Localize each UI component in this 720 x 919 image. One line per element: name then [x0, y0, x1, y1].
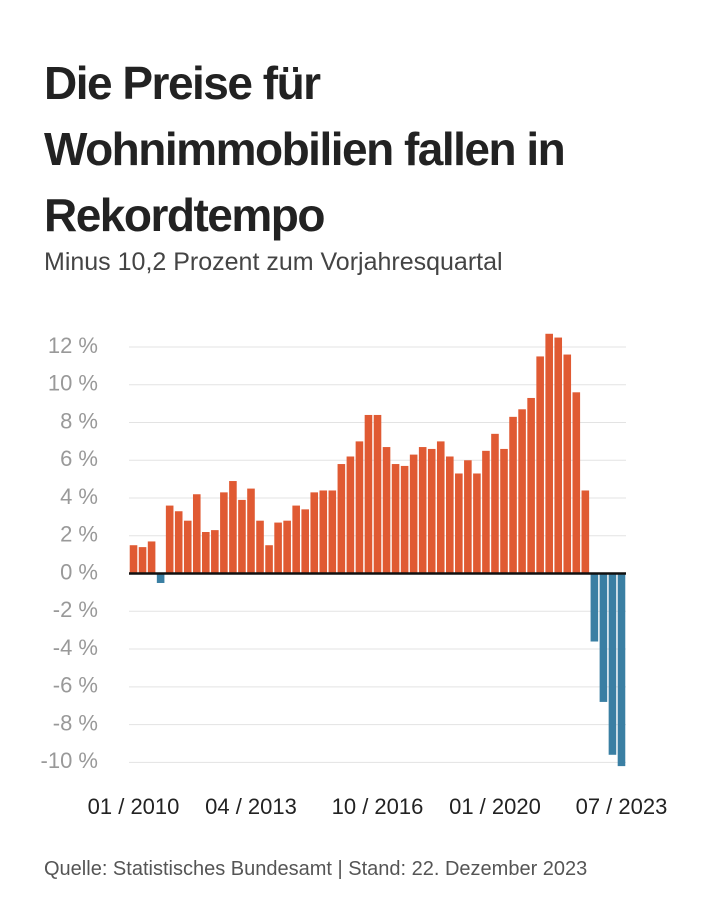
bar [581, 490, 590, 574]
x-tick-label: 04 / 2013 [205, 794, 297, 819]
bar [409, 454, 418, 574]
x-tick-label: 01 / 2010 [88, 794, 180, 819]
bar [265, 545, 273, 574]
y-tick-label: 4 % [60, 484, 98, 509]
bar [174, 511, 183, 574]
bar [455, 473, 463, 574]
y-tick-label: -6 % [53, 673, 98, 698]
bar [247, 488, 255, 574]
bar [482, 450, 490, 574]
bar [337, 464, 346, 574]
bar [364, 414, 373, 574]
y-tick-label: -2 % [53, 597, 98, 622]
bar [256, 520, 264, 574]
bar [211, 530, 219, 574]
bar [518, 409, 526, 574]
bar [527, 397, 535, 574]
chart-title: Die Preise für Wohnimmobilien fallen in … [44, 57, 566, 241]
bar [183, 520, 192, 574]
x-tick-label: 07 / 2023 [576, 794, 668, 819]
bar [382, 447, 391, 574]
bar [554, 337, 563, 574]
bar [391, 464, 400, 574]
bar [283, 520, 291, 574]
chart: -10 % -8 % -6 % -4 % -2 % 0 % 2 % 4 % 6 % 8 % 10 %… [41, 333, 668, 819]
bar [346, 456, 355, 574]
bar [220, 492, 228, 574]
bar [427, 448, 436, 574]
bar [147, 541, 156, 574]
bar [301, 509, 310, 574]
bar [545, 333, 553, 574]
bar [590, 573, 599, 642]
bar [319, 490, 328, 574]
chart-subtitle: Minus 10,2 Prozent zum Vorjahresquartal [44, 248, 503, 276]
y-tick-label: 2 % [60, 522, 98, 547]
bar [599, 573, 608, 702]
x-tick-label: 01 / 2020 [449, 794, 541, 819]
bar [500, 448, 508, 574]
bar [617, 573, 626, 767]
bar [572, 392, 581, 574]
y-tick-label: 6 % [60, 446, 98, 471]
bar [165, 505, 174, 574]
bar [138, 547, 147, 574]
y-tick-label: 0 % [60, 559, 98, 584]
bar [310, 492, 319, 574]
bar [238, 499, 246, 574]
bar [292, 505, 300, 574]
y-tick-label: -10 % [41, 748, 98, 773]
bar [536, 356, 544, 574]
bar [328, 490, 337, 574]
bar [129, 545, 138, 574]
bar [608, 573, 617, 755]
bar [464, 460, 472, 574]
bar [156, 573, 165, 583]
x-tick-label: 10 / 2016 [332, 794, 424, 819]
bar [355, 441, 364, 574]
bar [509, 416, 517, 574]
bar [563, 354, 572, 574]
bar [274, 522, 282, 574]
bar [229, 481, 237, 574]
bar [400, 465, 409, 574]
source-note: Quelle: Statistisches Bundesamt | Stand:… [44, 858, 588, 880]
bar [202, 532, 210, 574]
bar [418, 447, 427, 574]
y-tick-label: 12 % [48, 333, 98, 358]
bar [491, 433, 499, 574]
bar [373, 414, 382, 574]
bar [436, 441, 445, 574]
y-tick-label: -8 % [53, 710, 98, 735]
y-tick-label: 10 % [48, 371, 98, 396]
bar [192, 494, 201, 574]
bar [473, 473, 481, 574]
y-tick-label: -4 % [53, 635, 98, 660]
bar [445, 456, 454, 574]
y-tick-label: 8 % [60, 408, 98, 433]
